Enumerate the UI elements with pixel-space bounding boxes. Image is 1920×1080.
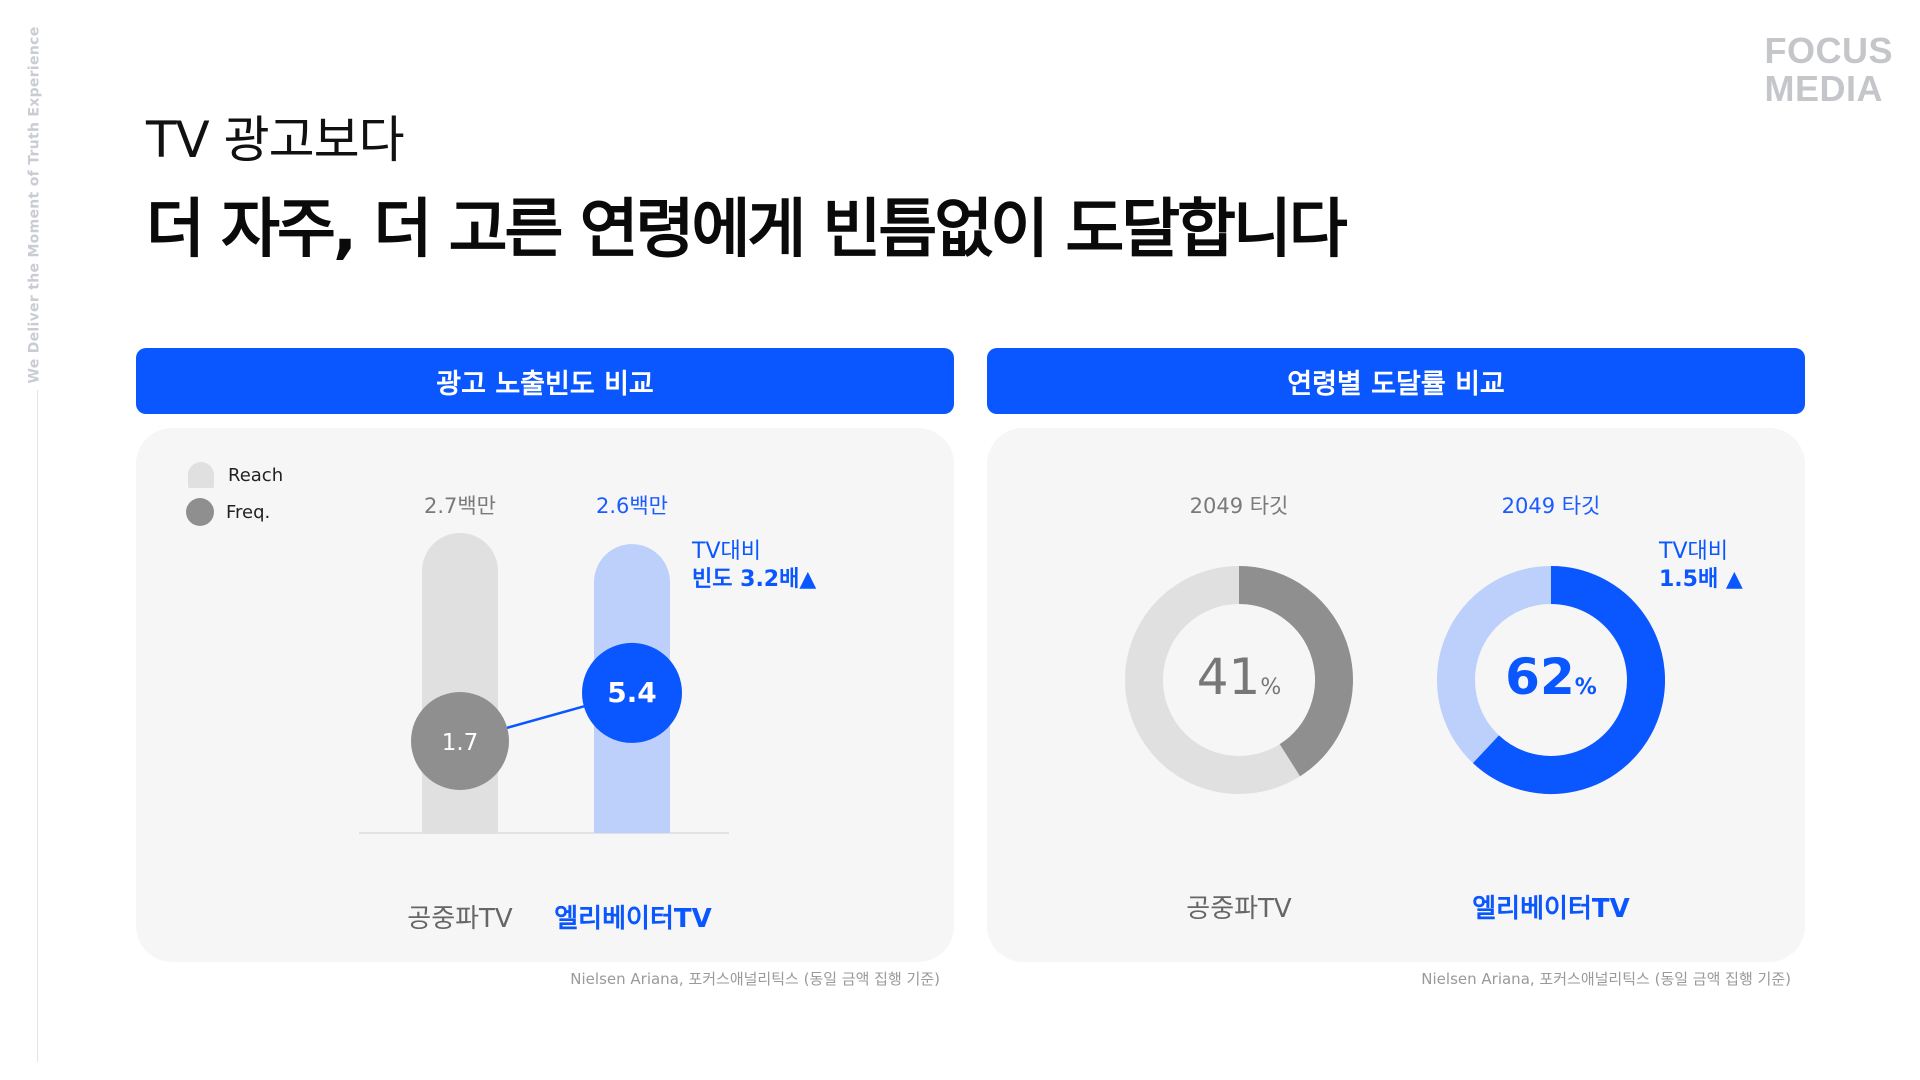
donut-category-broadcast-tv: 공중파TV [1186, 894, 1292, 924]
category-broadcast-tv: 공중파TV [407, 904, 513, 934]
legend-reach: Reach [188, 462, 283, 488]
reach-rate-donut-chart [1125, 566, 1665, 794]
donut-value-elevator-unit: % [1574, 675, 1597, 700]
frequency-point-0 [411, 692, 509, 790]
donut-top-label-elevator: 2049 타깃 [1501, 494, 1601, 518]
frequency-note-line1: TV대비 [692, 539, 761, 564]
reach-rate-header-label: 연령별 도달률 비교 [1287, 368, 1505, 400]
reach-rate-note: TV대비 1.5배 ▲ [1659, 538, 1743, 594]
donut-category-elevator-tv: 엘리베이터TV [1472, 894, 1630, 924]
freq-legend-label: Freq. [226, 501, 271, 523]
side-tagline: We Deliver the Moment of Truth Experienc… [26, 26, 42, 384]
donut-value-elevator-number: 62 [1505, 648, 1575, 706]
reach-legend-swatch [188, 462, 214, 488]
donut-value-broadcast-unit: % [1260, 675, 1282, 700]
reach-rate-note-line2: 1.5배 ▲ [1659, 567, 1743, 592]
frequency-source: Nielsen Ariana, 포커스애널리틱스 (동일 금액 집행 기준) [570, 970, 940, 988]
logo-line1: FOCUS [1764, 30, 1893, 71]
donut-slice-0 [1238, 566, 1353, 777]
frequency-header-label: 광고 노출빈도 비교 [436, 368, 654, 400]
donut-slice-1 [1472, 566, 1665, 794]
frequency-label-0: 1.7 [442, 730, 479, 756]
donut-value-broadcast-number: 41 [1196, 648, 1261, 706]
donut-value-broadcast: 41% [1139, 648, 1339, 706]
logo-line2: MEDIA [1764, 68, 1883, 109]
donut-value-elevator: 62% [1451, 648, 1651, 706]
frequency-panel: Reach Freq. 1.7 5.4 2.7백만 2.6백만 TV대비 빈도 3… [136, 428, 954, 962]
frequency-note-line2: 빈도 3.2배▲ [692, 567, 817, 592]
focus-media-logo: FOCUS MEDIA [1765, 32, 1894, 108]
frequency-header-banner: 광고 노출빈도 비교 [136, 348, 954, 414]
side-divider [37, 390, 38, 1062]
category-elevator-tv: 엘리베이터TV [554, 904, 712, 934]
page-subtitle: TV 광고보다 [146, 111, 405, 169]
reach-legend-label: Reach [228, 464, 284, 486]
donut-top-label-broadcast: 2049 타깃 [1189, 494, 1289, 518]
frequency-note: TV대비 빈도 3.2배▲ [692, 538, 816, 594]
page-title: 더 자주, 더 고른 연령에게 빈틈없이 도달합니다 [146, 193, 1348, 267]
reach-rate-source: Nielsen Ariana, 포커스애널리틱스 (동일 금액 집행 기준) [1421, 970, 1791, 988]
legend-freq: Freq. [186, 498, 270, 526]
reach-rate-note-line1: TV대비 [1659, 539, 1728, 564]
reach-label-elevator: 2.6백만 [595, 494, 669, 518]
frequency-label-1: 5.4 [607, 676, 657, 709]
reach-rate-panel: 2049 타깃 2049 타깃 41% 62% TV대비 1.5배 ▲ 공중파T… [987, 428, 1805, 962]
reach-rate-header-banner: 연령별 도달률 비교 [987, 348, 1805, 414]
reach-label-broadcast: 2.7백만 [423, 494, 497, 518]
frequency-point-1 [582, 642, 682, 743]
freq-legend-swatch [186, 498, 214, 526]
frequency-chart: 1.7 5.4 [359, 533, 729, 834]
